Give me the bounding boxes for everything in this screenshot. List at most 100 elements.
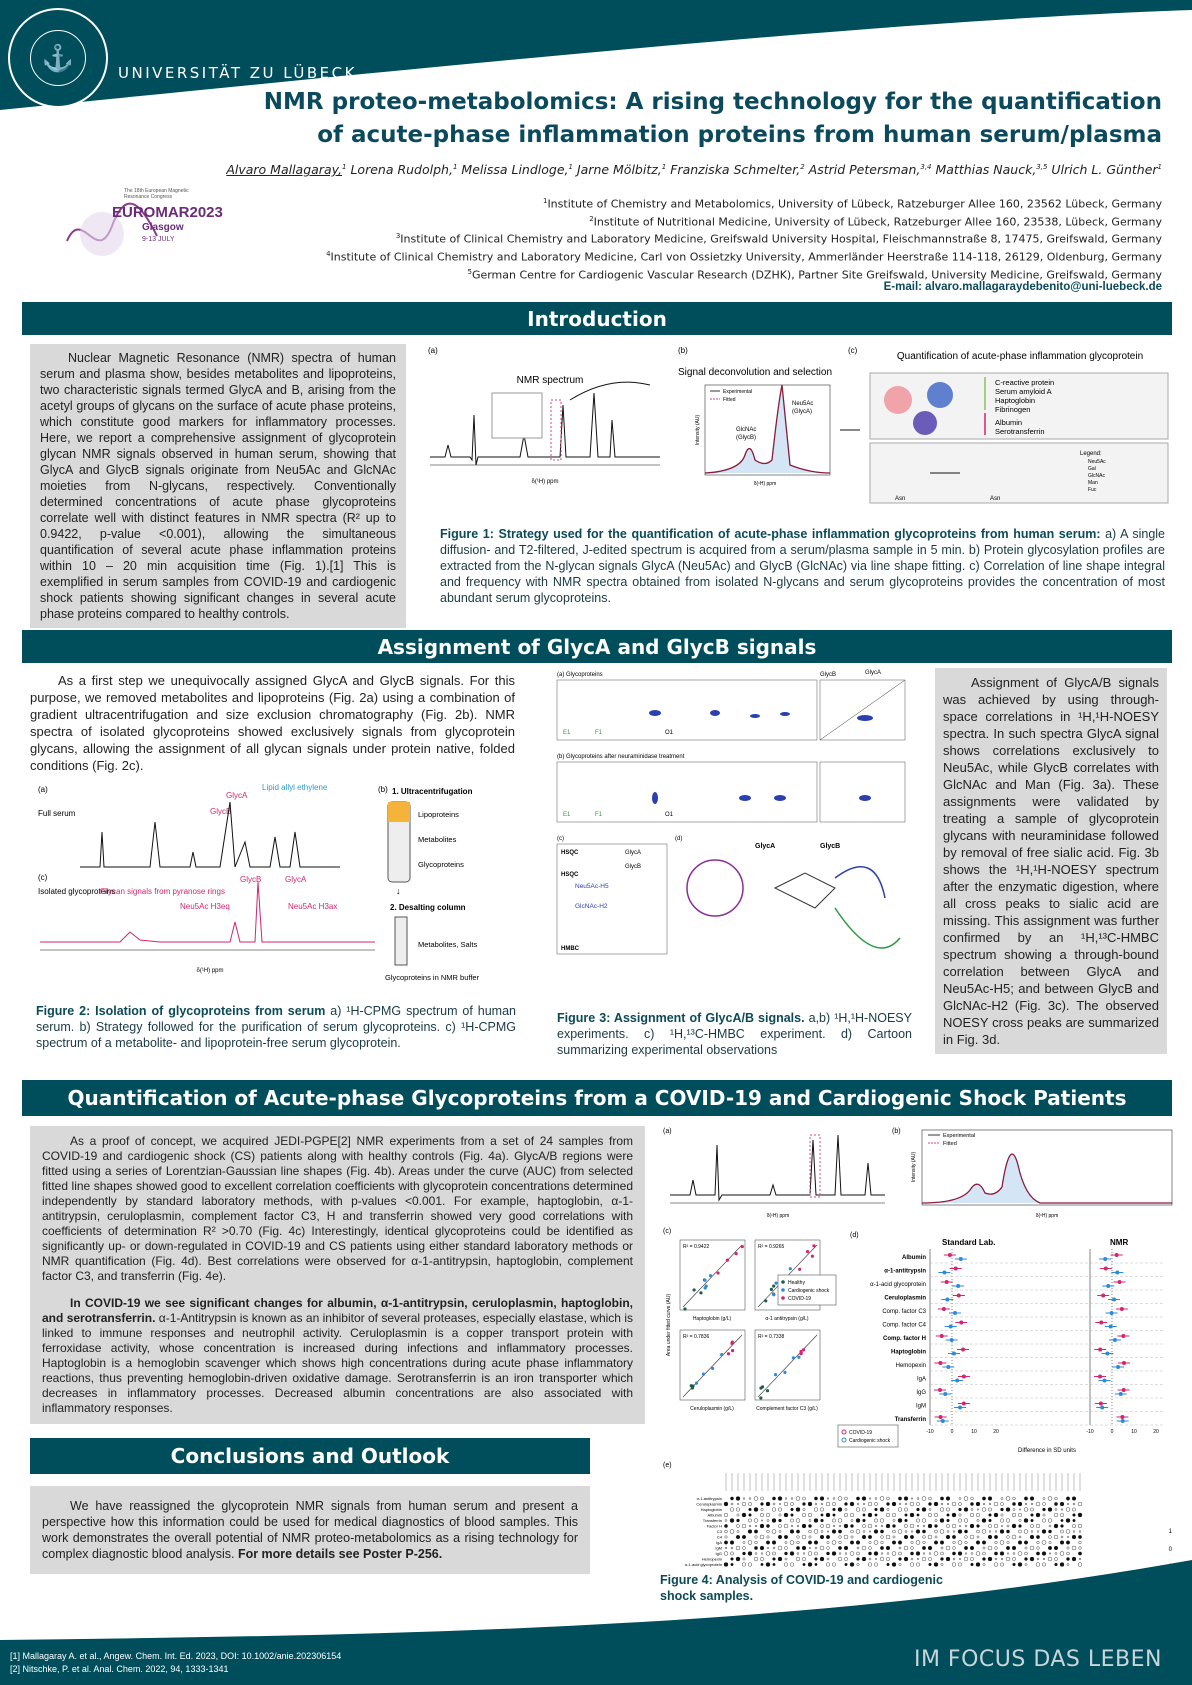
matrix-cell	[910, 1551, 914, 1556]
effect-marker	[961, 1401, 966, 1406]
matrix-cell	[771, 1518, 777, 1523]
data-point	[708, 1274, 713, 1278]
matrix-cell	[766, 1524, 770, 1528]
matrix-cell	[1005, 1518, 1011, 1523]
matrix-cell	[1072, 1519, 1076, 1522]
matrix-cell	[826, 1557, 830, 1561]
matrix-cell	[1059, 1540, 1065, 1545]
matrix-cell	[1042, 1557, 1046, 1561]
matrix-cell	[1059, 1562, 1065, 1567]
matrix-cell	[874, 1513, 878, 1517]
matrix-cell	[915, 1540, 921, 1545]
matrix-cell	[1018, 1519, 1022, 1522]
matrix-cell	[928, 1496, 932, 1501]
matrix-cell	[909, 1501, 915, 1507]
matrix-cell	[880, 1552, 884, 1555]
matrix-cell	[855, 1529, 861, 1534]
matrix-cell	[963, 1518, 969, 1523]
matrix-cell	[844, 1557, 848, 1561]
matrix-cell	[754, 1540, 758, 1545]
matrix-cell	[748, 1507, 752, 1512]
matrix-cell	[850, 1535, 854, 1539]
matrix-cell	[730, 1496, 734, 1501]
matrix-cell	[777, 1496, 783, 1501]
matrix-cell	[892, 1540, 896, 1545]
matrix-cell	[778, 1524, 782, 1528]
contact-email[interactable]: E-mail: alvaro.mallagaraydebenito@uni-lu…	[883, 281, 1162, 293]
matrix-cell	[1005, 1507, 1011, 1512]
matrix-cell	[987, 1534, 993, 1540]
matrix-cell	[825, 1523, 831, 1529]
matrix-cell	[753, 1556, 759, 1562]
author-name: Astrid Petersman,	[808, 162, 921, 177]
section-header-assignment: Assignment of GlycA and GlycB signals	[22, 630, 1172, 663]
matrix-cell	[970, 1552, 974, 1555]
matrix-cell	[869, 1530, 871, 1533]
svg-text:1. Ultracentrifugation: 1. Ultracentrifugation	[392, 787, 473, 796]
svg-text:GlycA: GlycA	[865, 670, 881, 676]
matrix-cell	[748, 1518, 752, 1523]
matrix-cell	[724, 1535, 728, 1539]
effect-marker	[1116, 1365, 1121, 1369]
effect-marker	[1103, 1266, 1108, 1271]
matrix-cell	[976, 1513, 980, 1517]
matrix-cell	[820, 1513, 824, 1517]
matrix-cell	[790, 1562, 794, 1567]
matrix-cell	[838, 1535, 842, 1539]
data-point	[730, 1340, 734, 1344]
matrix-cell	[1018, 1524, 1022, 1528]
matrix-cell	[1048, 1524, 1052, 1528]
matrix-cell	[1017, 1551, 1023, 1556]
matrix-cell	[909, 1523, 915, 1529]
svg-text:GlycB: GlycB	[625, 864, 641, 870]
matrix-cell	[1047, 1507, 1053, 1512]
effect-marker	[949, 1338, 954, 1342]
matrix-cell	[742, 1535, 746, 1539]
matrix-cell	[837, 1556, 843, 1562]
svg-text:1: 1	[1169, 1529, 1173, 1535]
matrix-cell	[975, 1562, 981, 1567]
matrix-cell	[951, 1512, 957, 1518]
author-name: Jarne Mölbitz,	[576, 162, 662, 177]
matrix-cell	[819, 1534, 825, 1540]
matrix-cell	[849, 1512, 855, 1518]
matrix-cell	[1017, 1562, 1023, 1567]
title-line-2: of acute-phase inflammation proteins fro…	[317, 122, 1162, 148]
matrix-cell	[1018, 1513, 1022, 1517]
svg-text:(a) Glycoproteins: (a) Glycoproteins	[557, 672, 603, 678]
matrix-cell	[784, 1551, 788, 1556]
reference-1[interactable]: [1] Mallagaray A. et al., Angew. Chem. I…	[10, 1651, 342, 1661]
matrix-cell	[819, 1545, 825, 1551]
matrix-cell	[1077, 1523, 1083, 1529]
effect-marker	[943, 1392, 948, 1396]
data-point	[812, 1244, 816, 1248]
section-header-introduction: Introduction	[22, 302, 1172, 335]
matrix-cell	[777, 1545, 783, 1551]
matrix-cell	[730, 1546, 734, 1550]
matrix-cell	[885, 1523, 891, 1529]
legend-box	[837, 1424, 899, 1448]
matrix-cell	[886, 1508, 890, 1511]
figure-3: (a) Glycoproteins E1 F1 O1 GlycB GlycA (…	[556, 670, 906, 955]
svg-text:(c): (c)	[557, 836, 564, 842]
matrix-cell	[862, 1518, 866, 1523]
footer-slogan: IM FOCUS DAS LEBEN	[913, 1647, 1162, 1672]
matrix-cell	[796, 1546, 800, 1550]
matrix-cell	[1017, 1540, 1023, 1545]
matrix-cell	[1030, 1519, 1034, 1522]
scatter-plot-frame	[754, 1329, 821, 1401]
matrix-cell	[808, 1524, 812, 1528]
matrix-cell	[724, 1519, 728, 1522]
matrix-cell	[772, 1551, 776, 1556]
svg-text:(c): (c)	[38, 873, 48, 882]
matrix-cell	[808, 1519, 812, 1522]
matrix-cell	[730, 1502, 734, 1506]
matrix-cell	[958, 1502, 962, 1506]
matrix-cell	[862, 1530, 866, 1533]
matrix-cell	[969, 1534, 975, 1540]
matrix-cell	[880, 1541, 884, 1544]
matrix-cell	[783, 1562, 789, 1567]
matrix-cell	[976, 1524, 980, 1528]
matrix-cell	[1078, 1551, 1082, 1556]
matrix-cell	[1011, 1534, 1017, 1540]
